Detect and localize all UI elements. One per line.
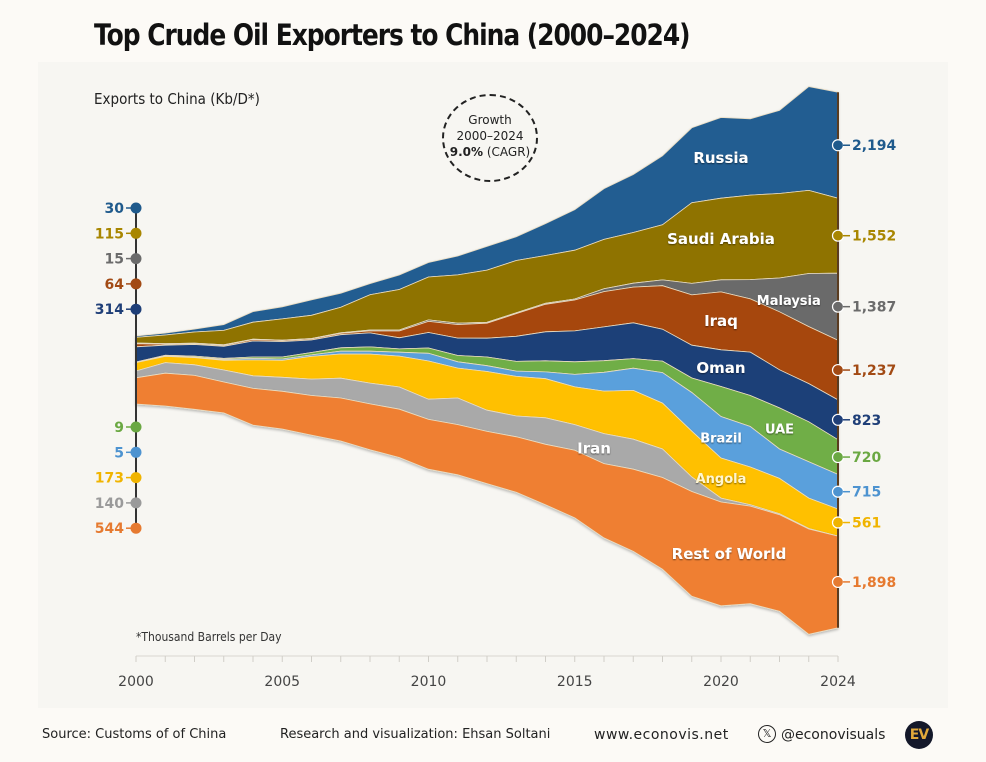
end-value-uae: 720 xyxy=(852,450,881,466)
website-link[interactable]: www.econovis.net xyxy=(594,727,729,743)
x-logo-icon: 𝕏 xyxy=(758,725,776,743)
x-tick-label-2020: 2020 xyxy=(703,674,739,690)
end-value-angola: 561 xyxy=(852,516,881,532)
end-value-axis: 2,194 1,552 1,387 1,237 823 720 715 561 1,898 xyxy=(831,92,897,628)
start-marker-oman xyxy=(130,303,142,315)
start-value-malaysia: 15 xyxy=(105,252,124,268)
start-value-angola: 173 xyxy=(95,471,124,487)
x-axis: 2000 2005 2010 2015 2020 2024 xyxy=(118,655,856,690)
label-angola: Angola xyxy=(696,472,747,487)
start-marker-russia xyxy=(130,202,142,214)
start-marker-angola xyxy=(130,472,142,484)
start-value-oman: 314 xyxy=(95,302,124,318)
end-marker-russia xyxy=(831,139,845,152)
start-marker-rest-of-world xyxy=(130,522,142,534)
end-marker-malaysia xyxy=(831,300,845,313)
start-value-russia: 30 xyxy=(105,201,125,217)
growth-value-line: 9.0% (CAGR) xyxy=(444,144,536,160)
start-value-rest-of-world: 544 xyxy=(95,521,124,537)
label-saudi-arabia: Saudi Arabia xyxy=(667,230,775,248)
end-value-oman: 823 xyxy=(852,413,881,429)
x-handle-link[interactable]: @econovisuals xyxy=(781,727,886,743)
start-marker-malaysia xyxy=(130,253,142,265)
chart-title: Top Crude Oil Exporters to China (2000–2… xyxy=(94,18,691,52)
source-text: Source: Customs of of China xyxy=(42,727,227,742)
start-value-axis: 30 115 15 64 314 9 5 173 140 544 xyxy=(95,201,142,537)
end-value-rest-of-world: 1,898 xyxy=(852,575,896,591)
x-tick-label-2015: 2015 xyxy=(557,674,593,690)
start-marker-saudi-arabia xyxy=(130,227,142,239)
end-marker-iraq xyxy=(831,363,845,377)
end-marker-angola xyxy=(831,516,845,529)
label-iran: Iran xyxy=(577,440,611,458)
end-value-malaysia: 1,387 xyxy=(852,300,896,316)
econovis-logo: EV xyxy=(905,721,933,749)
credit-text: Research and visualization: Ehsan Soltan… xyxy=(280,727,551,742)
growth-badge: Growth 2000–2024 9.0% (CAGR) xyxy=(442,94,538,182)
end-marker-oman xyxy=(831,413,845,426)
start-value-iran: 140 xyxy=(95,496,124,512)
footnote: *Thousand Barrels per Day xyxy=(136,630,282,644)
end-value-russia: 2,194 xyxy=(852,138,897,154)
start-value-brazil: 5 xyxy=(114,445,124,461)
growth-value: 9.0% xyxy=(449,145,484,159)
growth-line2: 2000–2024 xyxy=(456,129,524,143)
end-marker-uae xyxy=(831,450,845,464)
start-marker-uae xyxy=(130,421,142,433)
label-iraq: Iraq xyxy=(704,312,738,330)
growth-line1: Growth xyxy=(468,113,512,127)
label-brazil: Brazil xyxy=(700,431,742,446)
x-tick-label-2024: 2024 xyxy=(820,674,856,690)
start-value-uae: 9 xyxy=(114,420,124,436)
end-value-brazil: 715 xyxy=(852,485,881,501)
label-malaysia: Malaysia xyxy=(757,294,821,309)
end-value-saudi-arabia: 1,552 xyxy=(852,229,896,245)
x-tick-label-2010: 2010 xyxy=(411,674,447,690)
x-tick-label-2005: 2005 xyxy=(264,674,300,690)
end-value-iraq: 1,237 xyxy=(852,363,896,379)
end-marker-brazil xyxy=(831,485,845,498)
end-marker-rest-of-world xyxy=(831,575,845,589)
start-marker-brazil xyxy=(130,446,142,458)
start-value-iraq: 64 xyxy=(105,277,125,293)
label-russia: Russia xyxy=(693,149,748,167)
start-value-saudi-arabia: 115 xyxy=(95,226,124,242)
start-marker-iran xyxy=(130,497,142,509)
growth-suffix: (CAGR) xyxy=(486,145,531,159)
end-marker-saudi-arabia xyxy=(831,229,845,242)
label-uae: UAE xyxy=(765,423,794,438)
y-axis-label: Exports to China (Kb/D*) xyxy=(94,90,260,108)
area-rest-of-world xyxy=(135,372,839,635)
inline-series-labels: Russia Saudi Arabia Malaysia Iraq Oman UAE Bra… xyxy=(577,149,821,563)
x-tick-label-2000: 2000 xyxy=(118,674,154,690)
start-marker-iraq xyxy=(130,278,142,290)
label-rest-of-world: Rest of World xyxy=(672,545,787,563)
label-oman: Oman xyxy=(696,359,745,377)
